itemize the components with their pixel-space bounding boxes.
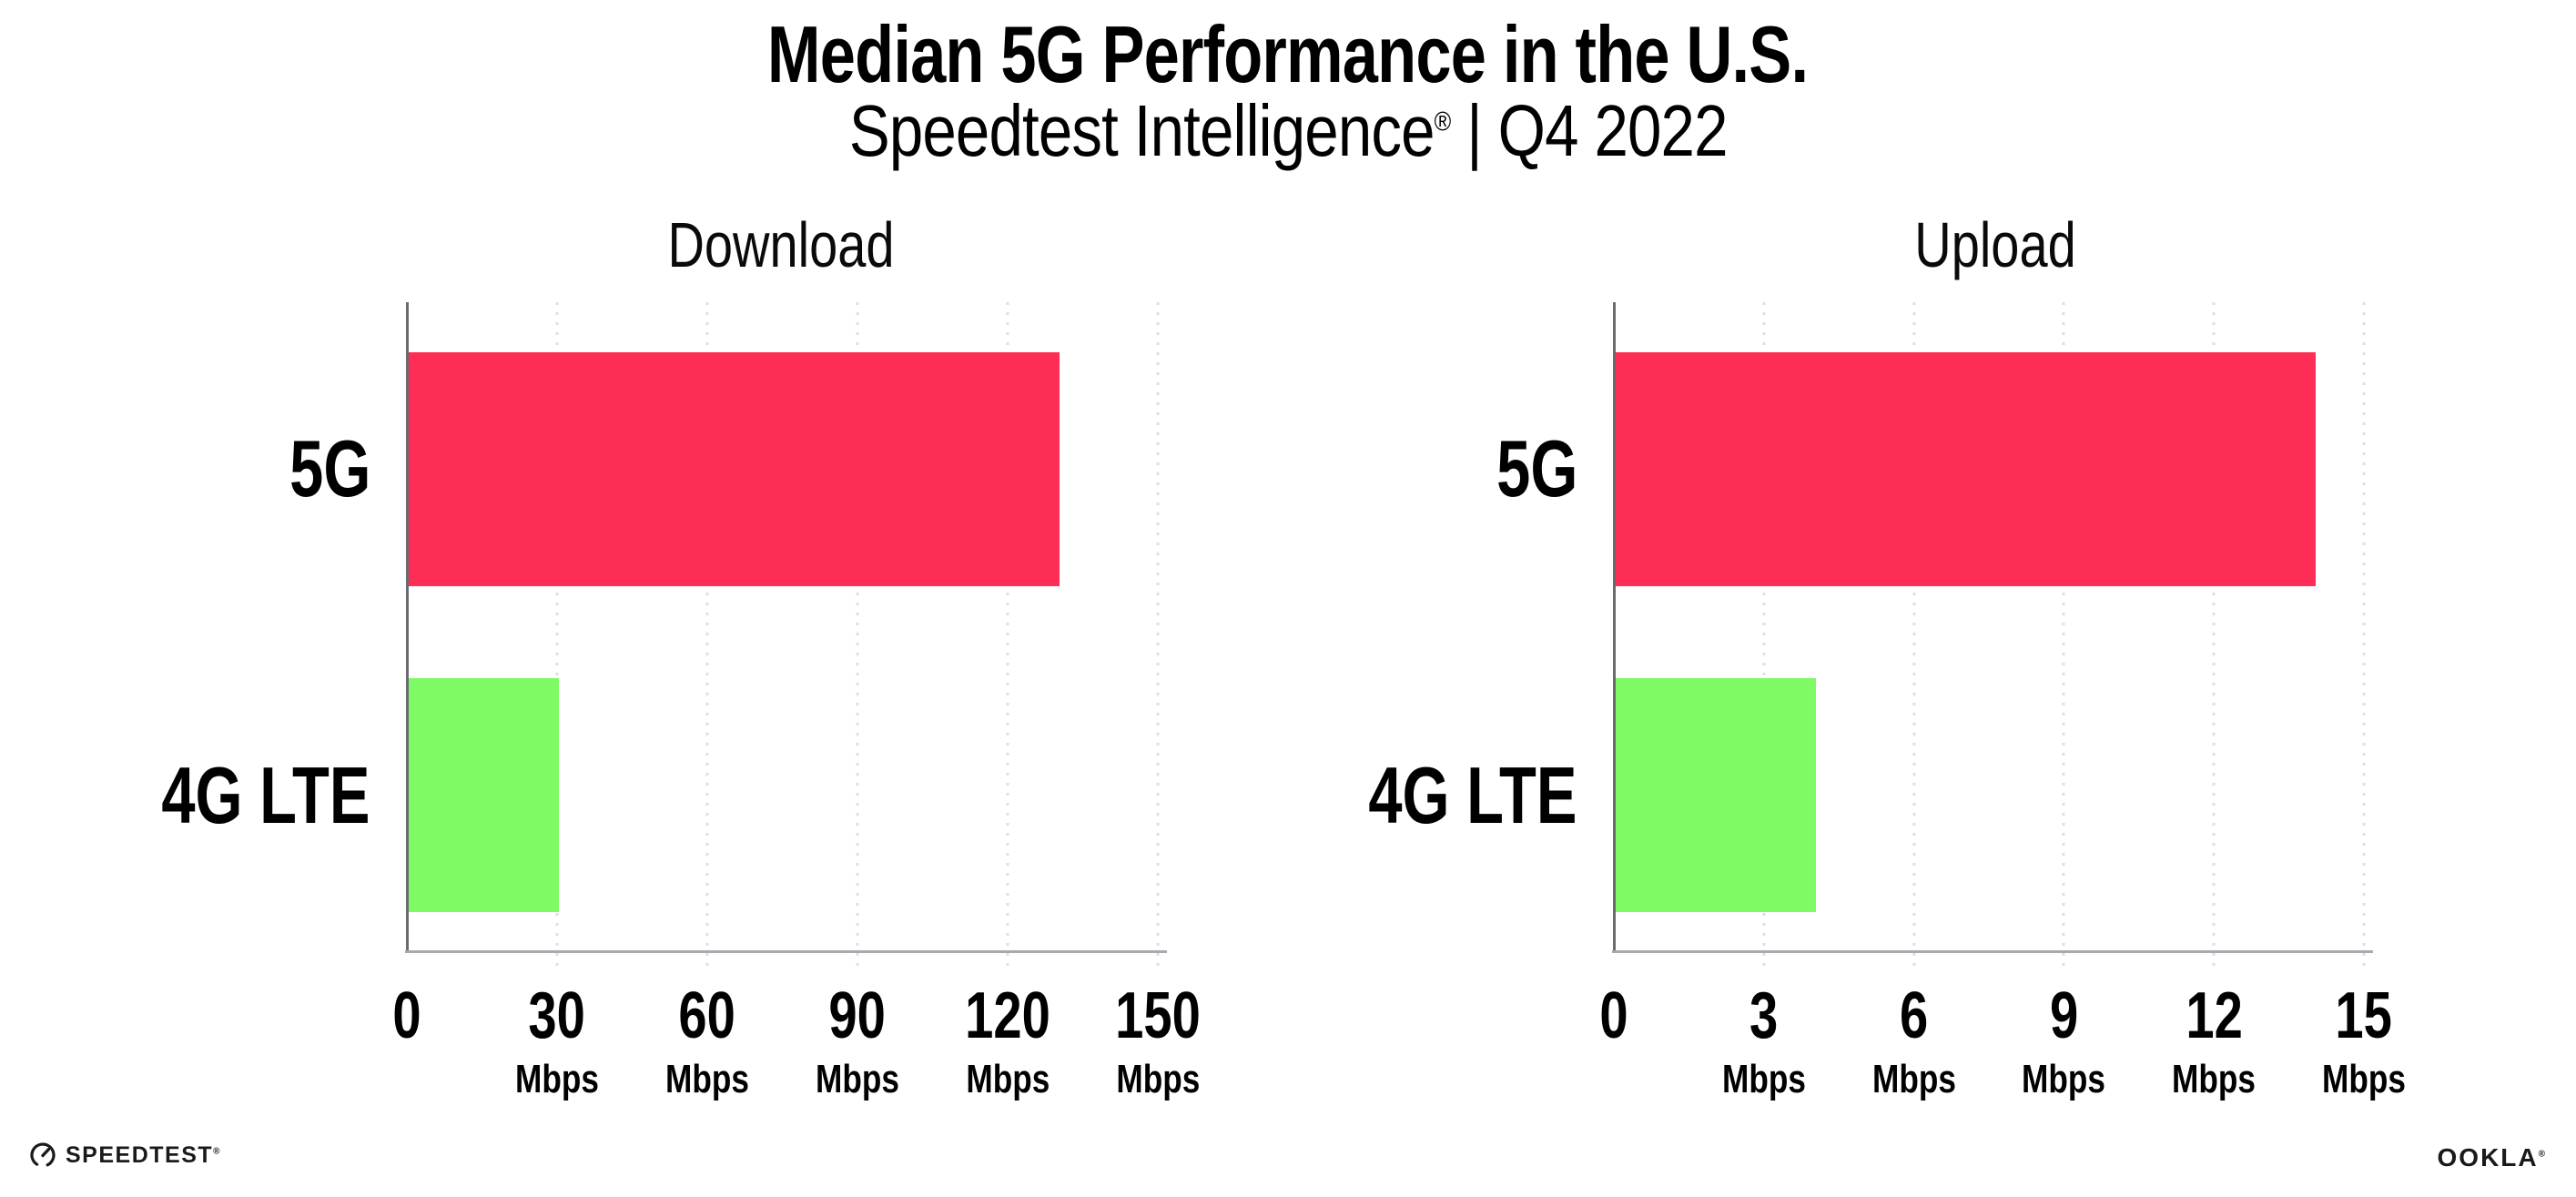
- upload-x-tick-12: 12 Mbps: [2162, 983, 2267, 1100]
- x-tick-value: 9: [2049, 979, 2079, 1052]
- speedtest-wordmark: SPEEDTEST®: [66, 1141, 222, 1168]
- download-x-tick-90: 90 Mbps: [806, 983, 910, 1100]
- x-tick-unit: Mbps: [953, 1060, 1062, 1100]
- gridline-60: [705, 302, 709, 967]
- speedtest-registered-mark: ®: [213, 1146, 222, 1157]
- x-tick-unit-label: Mbps: [1721, 1057, 1806, 1101]
- gridline-150: [1156, 302, 1160, 967]
- download-x-tick-30: 30 Mbps: [505, 983, 610, 1100]
- download-x-tick-60: 60 Mbps: [655, 983, 760, 1100]
- upload-y-axis-line: [1613, 302, 1616, 952]
- upload-chart-plot: 0 3 Mbps 6 Mbps 9 Mbps 12 Mbps 15 Mbps 5G 4G LTE: [1369, 302, 2406, 1100]
- x-tick-unit: Mbps: [2012, 1060, 2116, 1100]
- download-x-tick-0: 0: [389, 983, 425, 1049]
- upload-4g-lte-bar: [1616, 677, 1816, 913]
- upload-chart-title: Upload: [1914, 209, 2076, 280]
- x-tick-unit: Mbps: [505, 1060, 610, 1100]
- subtitle-rest: | Q4 2022: [1450, 90, 1728, 171]
- category-label-text: 4G LTE: [1368, 749, 1577, 840]
- x-tick-value: 150: [1115, 979, 1201, 1052]
- page-subtitle-text: Speedtest Intelligence® | Q4 2022: [849, 95, 1729, 167]
- x-tick-unit-label: Mbps: [2322, 1057, 2406, 1101]
- gridline-3: [1762, 302, 1766, 967]
- x-tick-unit-label: Mbps: [2022, 1057, 2106, 1101]
- x-tick-value: 12: [2185, 979, 2243, 1052]
- x-tick-unit: Mbps: [1861, 1060, 1966, 1100]
- download-x-tick-150: 150 Mbps: [1103, 983, 1212, 1100]
- subtitle-brand: Speedtest Intelligence: [848, 90, 1435, 171]
- category-label-text: 5G: [289, 423, 370, 514]
- x-tick-unit-label: Mbps: [515, 1057, 599, 1101]
- x-tick-unit-label: Mbps: [1116, 1057, 1200, 1101]
- ookla-logo: OOKLA®: [2438, 1145, 2547, 1171]
- x-tick-unit-label: Mbps: [2172, 1057, 2257, 1101]
- upload-category-label-5g: 5G: [1471, 429, 1577, 509]
- speedtest-gauge-icon: [30, 1142, 56, 1168]
- gridline-90: [856, 302, 859, 967]
- category-label-text: 5G: [1496, 423, 1577, 514]
- download-chart-title: Download: [667, 209, 895, 280]
- gridline-9: [2062, 302, 2065, 967]
- upload-x-tick-9: 9 Mbps: [2012, 983, 2116, 1100]
- download-category-label-5g: 5G: [264, 429, 370, 509]
- ookla-registered-mark: ®: [2538, 1149, 2547, 1160]
- x-tick-unit: Mbps: [655, 1060, 760, 1100]
- x-tick-value: 120: [965, 979, 1050, 1052]
- gridline-15: [2362, 302, 2366, 967]
- x-tick-unit: Mbps: [1103, 1060, 1212, 1100]
- x-tick-value: 60: [678, 979, 736, 1052]
- x-tick-unit: Mbps: [1711, 1060, 1816, 1100]
- upload-x-tick-15: 15 Mbps: [2312, 983, 2417, 1100]
- upload-x-tick-0: 0: [1596, 983, 1632, 1049]
- upload-x-axis-line: [1612, 950, 2373, 953]
- x-tick-unit-label: Mbps: [1871, 1057, 1956, 1101]
- x-tick-unit-label: Mbps: [966, 1057, 1050, 1101]
- upload-category-label-4g-lte: 4G LTE: [1303, 749, 1577, 840]
- speedtest-logo: SPEEDTEST®: [29, 1141, 221, 1169]
- x-tick-value: 0: [392, 979, 421, 1052]
- download-x-axis-line: [405, 950, 1167, 953]
- x-tick-value: 3: [1749, 979, 1779, 1052]
- category-label-text: 4G LTE: [161, 749, 370, 840]
- x-tick-unit: Mbps: [806, 1060, 910, 1100]
- gridline-6: [1912, 302, 1916, 967]
- x-tick-unit-label: Mbps: [816, 1057, 899, 1101]
- ookla-wordmark: OOKLA: [2437, 1143, 2539, 1172]
- download-chart-plot: 0 30 Mbps 60 Mbps 90 Mbps 120 Mbps 150 Mbps 5G 4G LT…: [162, 302, 1201, 1100]
- gridline-120: [1006, 302, 1009, 967]
- x-tick-value: 0: [1599, 979, 1628, 1052]
- page-title: Median 5G Performance in the U.S.: [0, 15, 2576, 95]
- download-y-axis-line: [406, 302, 409, 952]
- page-subtitle: Speedtest Intelligence® | Q4 2022: [0, 95, 2576, 167]
- x-tick-unit: Mbps: [2312, 1060, 2417, 1100]
- registered-mark: ®: [1434, 107, 1451, 137]
- download-5g-bar: [409, 351, 1060, 586]
- speedtest-label: SPEEDTEST: [66, 1141, 214, 1168]
- download-category-label-4g-lte: 4G LTE: [96, 749, 370, 840]
- download-4g-lte-bar: [409, 677, 559, 913]
- upload-5g-bar: [1616, 351, 2317, 586]
- gridline-30: [555, 302, 559, 967]
- download-x-tick-120: 120 Mbps: [953, 983, 1062, 1100]
- x-tick-value: 6: [1899, 979, 1929, 1052]
- upload-x-tick-6: 6 Mbps: [1861, 983, 1966, 1100]
- upload-x-tick-3: 3 Mbps: [1711, 983, 1816, 1100]
- x-tick-value: 30: [528, 979, 586, 1052]
- x-tick-value: 90: [828, 979, 887, 1052]
- page-title-text: Median 5G Performance in the U.S.: [767, 9, 1809, 99]
- x-tick-value: 15: [2335, 979, 2393, 1052]
- x-tick-unit-label: Mbps: [665, 1057, 749, 1101]
- x-tick-unit: Mbps: [2162, 1060, 2267, 1100]
- gridline-12: [2212, 302, 2216, 967]
